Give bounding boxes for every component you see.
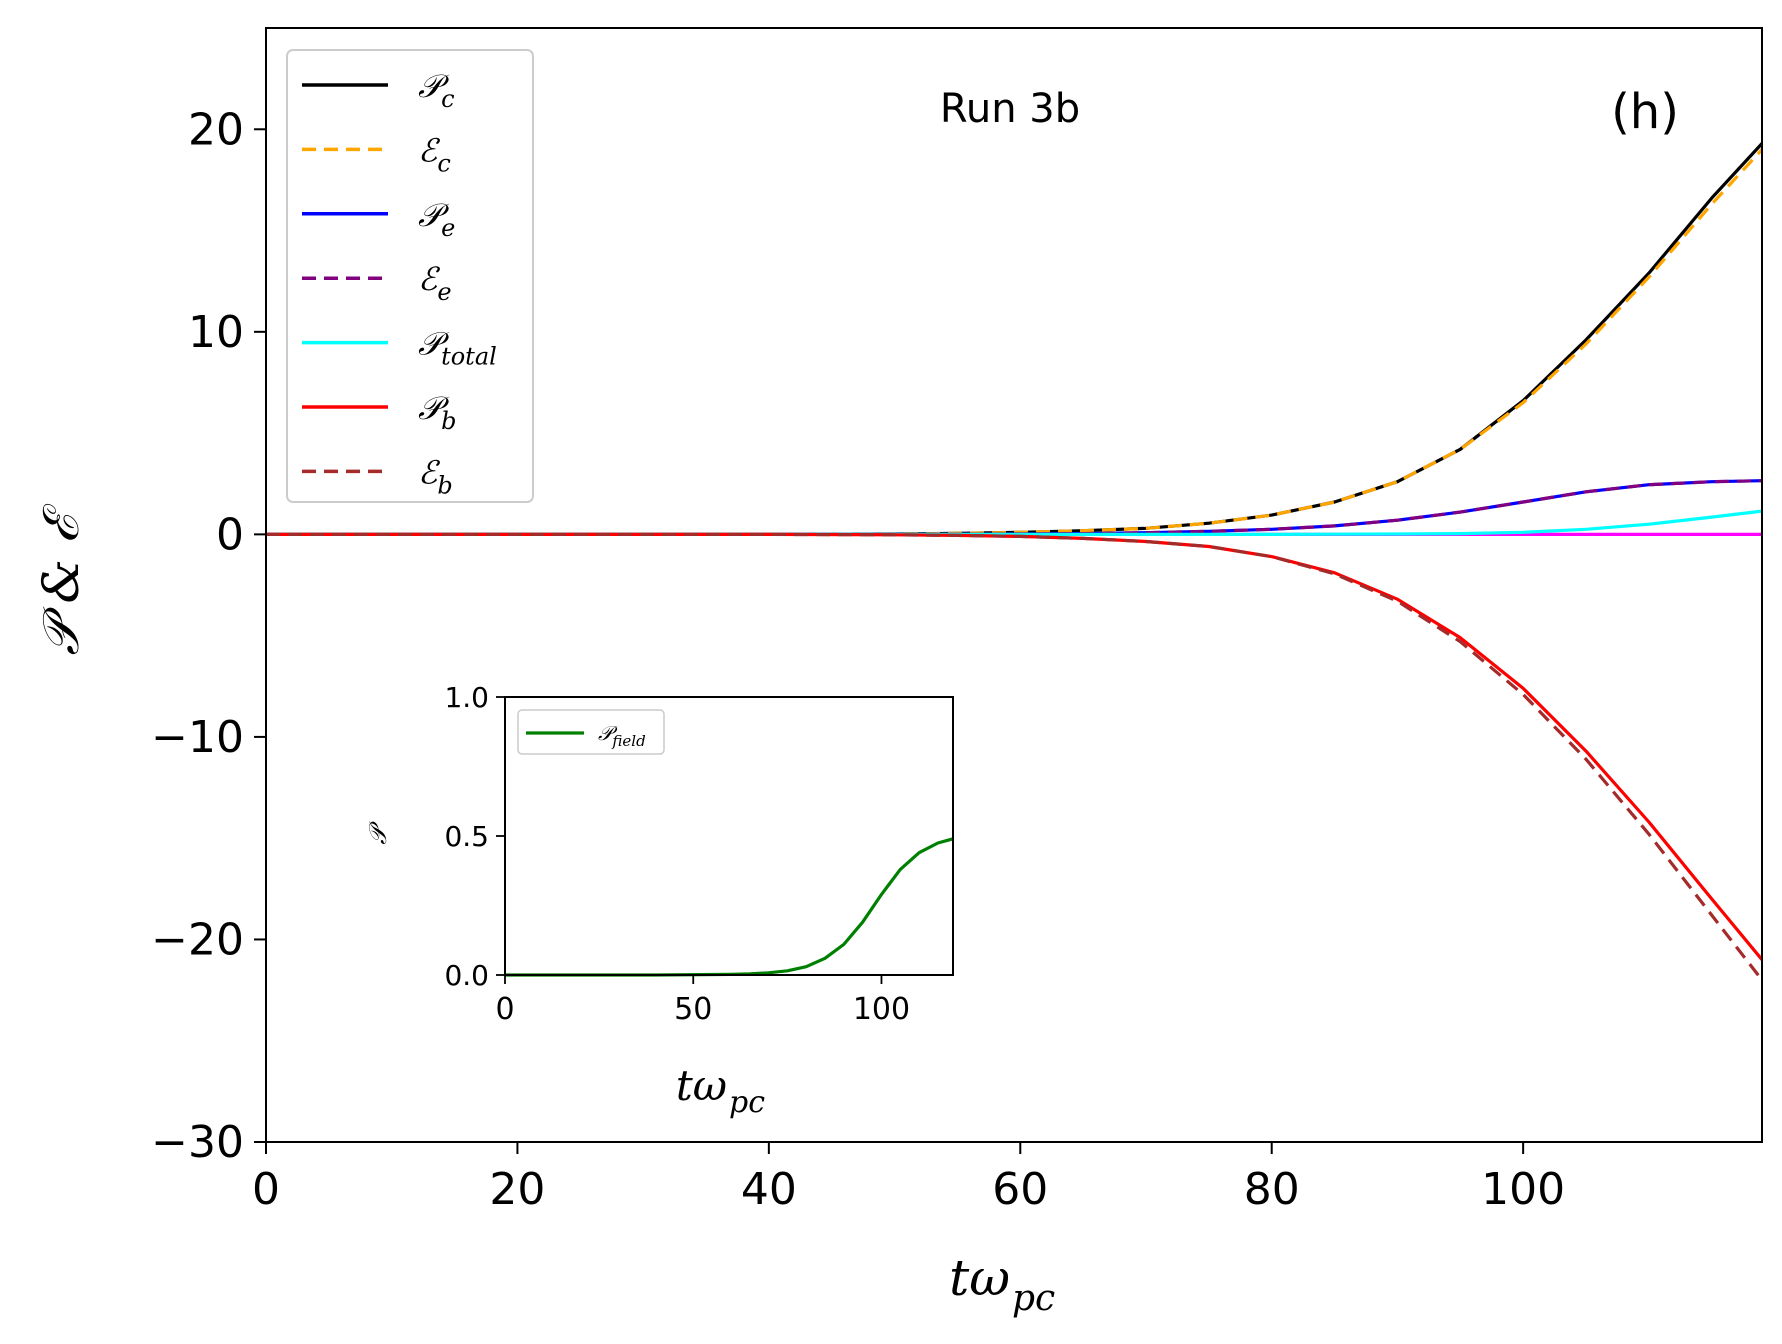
legend-label-b: 𝒫b: [418, 389, 456, 435]
x-tick-label: 20: [489, 1164, 545, 1215]
panel-label: (h): [1611, 84, 1679, 140]
main-x-ticks: 0 20 40 60 80 100: [252, 1142, 1565, 1215]
main-series-group: [266, 142, 1764, 981]
inset-plot: 0 50 100 0.0 0.5 1.0 tω pc 𝒫 𝒫field: [364, 681, 954, 1120]
series-line---b: [266, 532, 1764, 981]
inset-y-tick-label: 1.0: [444, 681, 489, 714]
x-tick-label: 60: [992, 1164, 1048, 1215]
x-tick-label: 0: [252, 1164, 280, 1215]
x-axis-label-sub: pc: [1012, 1278, 1055, 1319]
y-tick-label: 20: [188, 104, 244, 155]
inset-x-tick-label: 0: [495, 992, 514, 1027]
x-tick-label: 40: [741, 1164, 797, 1215]
inset-x-axis-label-sub: pc: [729, 1085, 765, 1120]
series-line---b: [266, 532, 1764, 961]
inset-x-ticks: 0 50 100: [495, 975, 910, 1027]
legend-box: [286, 49, 534, 503]
x-tick-label: 80: [1244, 1164, 1300, 1215]
inset-x-axis-label: tω: [676, 1061, 727, 1110]
legend-label-b: ℰb: [418, 453, 453, 499]
y-tick-label: −20: [151, 914, 244, 965]
x-axis-label: tω: [949, 1249, 1010, 1307]
y-tick-label: −30: [151, 1117, 244, 1168]
inset-legend: 𝒫field: [517, 709, 665, 755]
inset-y-axis-label: 𝒫: [364, 821, 392, 845]
inset-x-tick-label: 100: [853, 992, 910, 1027]
y-tick-label: 10: [188, 307, 244, 358]
x-tick-label: 100: [1481, 1164, 1565, 1215]
main-y-ticks: −30 −20 −10 0 10 20: [151, 104, 266, 1168]
chart-title: Run 3b: [940, 86, 1080, 132]
inset-y-ticks: 0.0 0.5 1.0: [444, 681, 505, 992]
main-plot-frame: [265, 27, 1763, 1143]
inset-y-tick-label: 0.0: [444, 959, 489, 992]
legend-label-total: 𝒫total: [418, 325, 497, 371]
inset-y-tick-label: 0.5: [444, 820, 489, 853]
main-plot: 0 20 40 60 80 100 −30 −20 −10 0 10 20 Run 3b (h) t…: [32, 27, 1764, 1319]
inset-legend-box: [517, 709, 665, 755]
y-tick-label: 0: [216, 509, 244, 560]
legend-label-e: ℰe: [418, 260, 452, 306]
inset-x-tick-label: 50: [674, 992, 712, 1027]
y-axis-label: 𝒫 & ℰ: [32, 503, 90, 655]
y-tick-label: −10: [151, 712, 244, 763]
legend-label-c: ℰc: [418, 131, 451, 177]
